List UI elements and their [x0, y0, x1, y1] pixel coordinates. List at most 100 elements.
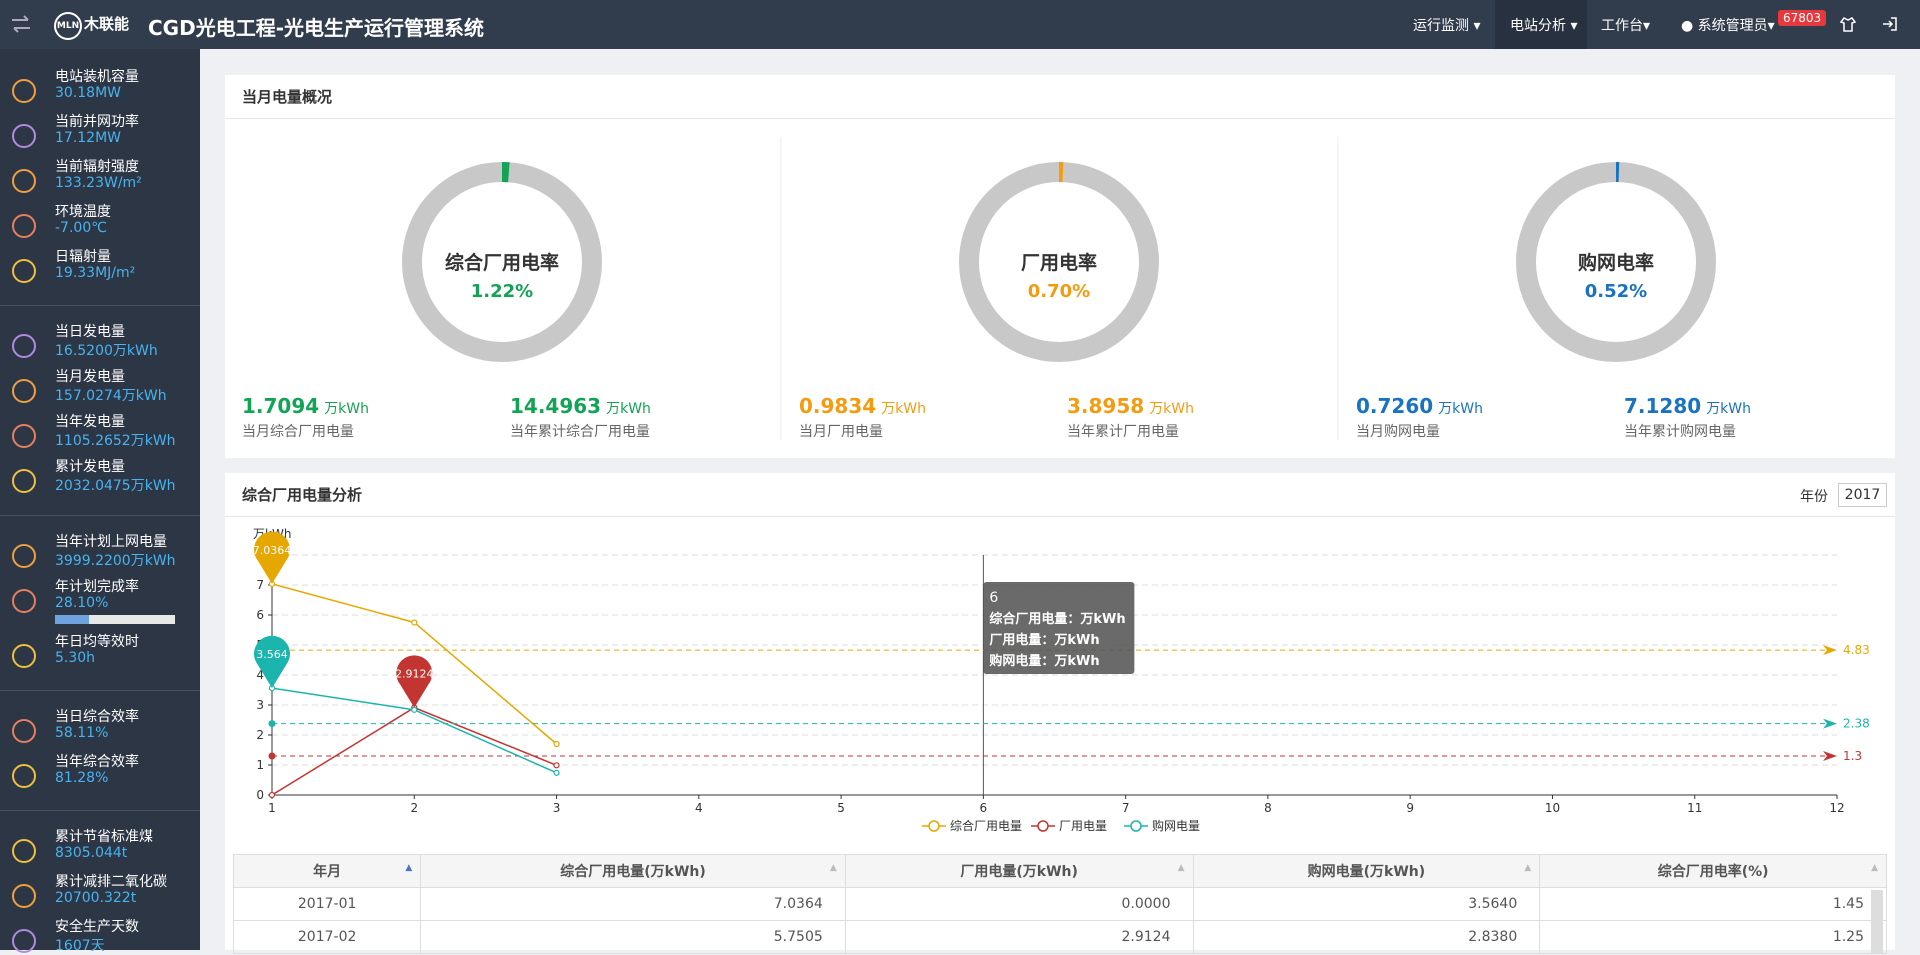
table-cell: 2017-02: [233, 920, 422, 954]
active-nav-bg: [1495, 0, 1587, 49]
stat-unit: 万kWh: [606, 401, 651, 417]
group-divider: [0, 690, 200, 691]
donut-rate: 0.52%: [1585, 281, 1647, 302]
stat-label: 当月厂用电量: [799, 424, 883, 440]
stat-value: 0.9834: [799, 394, 876, 418]
average-arrow: [1823, 751, 1837, 761]
x-tick-label: 4: [695, 801, 703, 815]
donut-rate: 1.22%: [471, 281, 533, 302]
year-label: 年份: [1800, 489, 1828, 505]
year-input[interactable]: 2017: [1838, 483, 1887, 507]
scrollbar[interactable]: [1871, 890, 1883, 954]
status-icon: [12, 719, 36, 743]
average-label: 4.83: [1843, 643, 1870, 657]
status-label: 电站装机容量: [55, 69, 139, 85]
status-value: 19.33MJ/m²: [55, 265, 136, 281]
status-label: 当月发电量: [55, 369, 125, 385]
x-tick-label: 1: [268, 801, 276, 815]
sort-icon: ▲: [829, 863, 837, 873]
status-label: 安全生产天数: [55, 919, 139, 935]
donut-rate: 0.70%: [1028, 281, 1090, 302]
status-value: 17.12MW: [55, 130, 122, 146]
sort-icon: ▲: [1871, 863, 1878, 873]
donut-title: 综合厂用电率: [445, 251, 559, 274]
max-pin: [254, 531, 290, 584]
table-cell: 3.5640: [1192, 887, 1541, 921]
donut-area: 综合厂用电率 1.22% 1.7094 万kWh 当月综合厂用电量 14.4963 万kWh…: [242, 137, 1751, 440]
table-wrap: 年月 ▲ 综合厂用电量(万kWh) ▲ 厂用电量(万kWh) ▲ 购网电量(万kWh) ▲ 综合…: [233, 854, 1887, 954]
sort-icon: ▲: [405, 863, 413, 873]
nav-item[interactable]: 电站分析 ▾: [1510, 18, 1578, 34]
stat-unit: 万kWh: [1438, 401, 1483, 417]
menu-toggle[interactable]: [10, 14, 32, 34]
stat-value-line: 0.9834 万kWh: [799, 394, 926, 418]
column-header: 年月 ▲: [233, 854, 422, 888]
legend-label: 综合厂用电量: [950, 818, 1022, 833]
table-cell: 2.9124: [844, 920, 1194, 954]
column-header: 购网电量(万kWh) ▲: [1192, 854, 1541, 888]
legend-label: 厂用电量: [1059, 819, 1107, 833]
y-tick-label: 1: [256, 758, 264, 772]
status-value: 5.30h: [55, 650, 96, 666]
max-pin: [396, 655, 433, 708]
x-tick-label: 3: [553, 801, 561, 815]
line-chart: 万kWh012345671234567891011124.837.03641.3…: [253, 527, 1870, 833]
x-tick-label: 7: [1122, 801, 1130, 815]
x-tick-label: 6: [980, 801, 988, 815]
status-value: 8305.044t: [55, 845, 128, 861]
stat-value: 0.7260: [1356, 394, 1433, 418]
nav-item[interactable]: 工作台▾: [1601, 18, 1651, 34]
icon-logout[interactable]: [1882, 16, 1898, 32]
status-icon: [12, 644, 36, 668]
stat-label: 当年累计综合厂用电量: [510, 424, 650, 440]
legend-marker: [1037, 820, 1049, 832]
status-icon: [12, 589, 36, 613]
stat-value-line: 0.7260 万kWh: [1356, 394, 1483, 418]
nav-text: 电站分析: [1510, 18, 1566, 34]
donut-arc: [1516, 162, 1716, 362]
table-header: 年月 ▲ 综合厂用电量(万kWh) ▲ 厂用电量(万kWh) ▲ 购网电量(万kWh) ▲ 综合…: [233, 854, 1887, 888]
table-cell: 1.25: [1539, 920, 1887, 954]
status-value: 16.5200万kWh: [55, 343, 158, 359]
progress-bar: [55, 615, 89, 624]
max-pin: [254, 635, 290, 689]
card-title: 当月电量概况: [242, 88, 333, 106]
average-start: [268, 720, 276, 728]
stat-label: 当月购网电量: [1356, 424, 1440, 440]
stat-unit: 万kWh: [324, 401, 369, 417]
average-arrow: [1823, 645, 1837, 656]
summary-card: 当月电量概况 综合厂用电率 1.22% 1.7094 万kWh 当月综合厂用电量 14.4…: [225, 75, 1895, 458]
icon-shirt[interactable]: [1840, 16, 1856, 32]
y-tick-label: 3: [256, 698, 264, 712]
stat-value-line: 3.8958 万kWh: [1067, 394, 1194, 418]
stat-unit: 万kWh: [1149, 401, 1194, 417]
status-label: 当日综合效率: [55, 709, 139, 725]
status-label: 累计发电量: [55, 459, 125, 475]
badge: 67803: [1778, 10, 1827, 26]
tooltip-line: 购网电量：万kWh: [989, 653, 1099, 669]
x-tick-label: 5: [837, 801, 845, 815]
max-label: 3.564: [256, 648, 288, 661]
nav-item[interactable]: 运行监测 ▾: [1413, 18, 1481, 34]
y-tick-label: 7: [256, 578, 264, 592]
stat-value-line: 14.4963 万kWh: [510, 394, 651, 418]
status-icon: [12, 469, 36, 493]
y-tick-label: 0: [256, 788, 264, 802]
y-tick-label: 4: [256, 668, 264, 682]
table-cell: 1.45: [1539, 887, 1887, 921]
column-title: 综合厂用电量(万kWh): [560, 864, 706, 880]
app-title: CGD光电工程-光电生产运行管理系统: [148, 16, 484, 40]
tooltip-title: 6: [989, 590, 998, 606]
stat-unit: 万kWh: [881, 401, 926, 417]
donut-arc: [959, 162, 1159, 362]
status-icon: [12, 334, 36, 358]
group-divider: [0, 810, 200, 811]
nav-item[interactable]: ● 系统管理员▾: [1681, 18, 1775, 34]
table-row: 2017-01 7.0364 0.0000 3.5640 1.45: [233, 887, 1887, 921]
status-label: 年计划完成率: [55, 579, 139, 595]
status-value: 58.11%: [55, 725, 109, 741]
status-icon: [12, 79, 36, 103]
donut-title: 购网电率: [1578, 251, 1654, 274]
divider: [225, 118, 1895, 119]
status-label: 累计减排二氧化碳: [55, 874, 167, 890]
